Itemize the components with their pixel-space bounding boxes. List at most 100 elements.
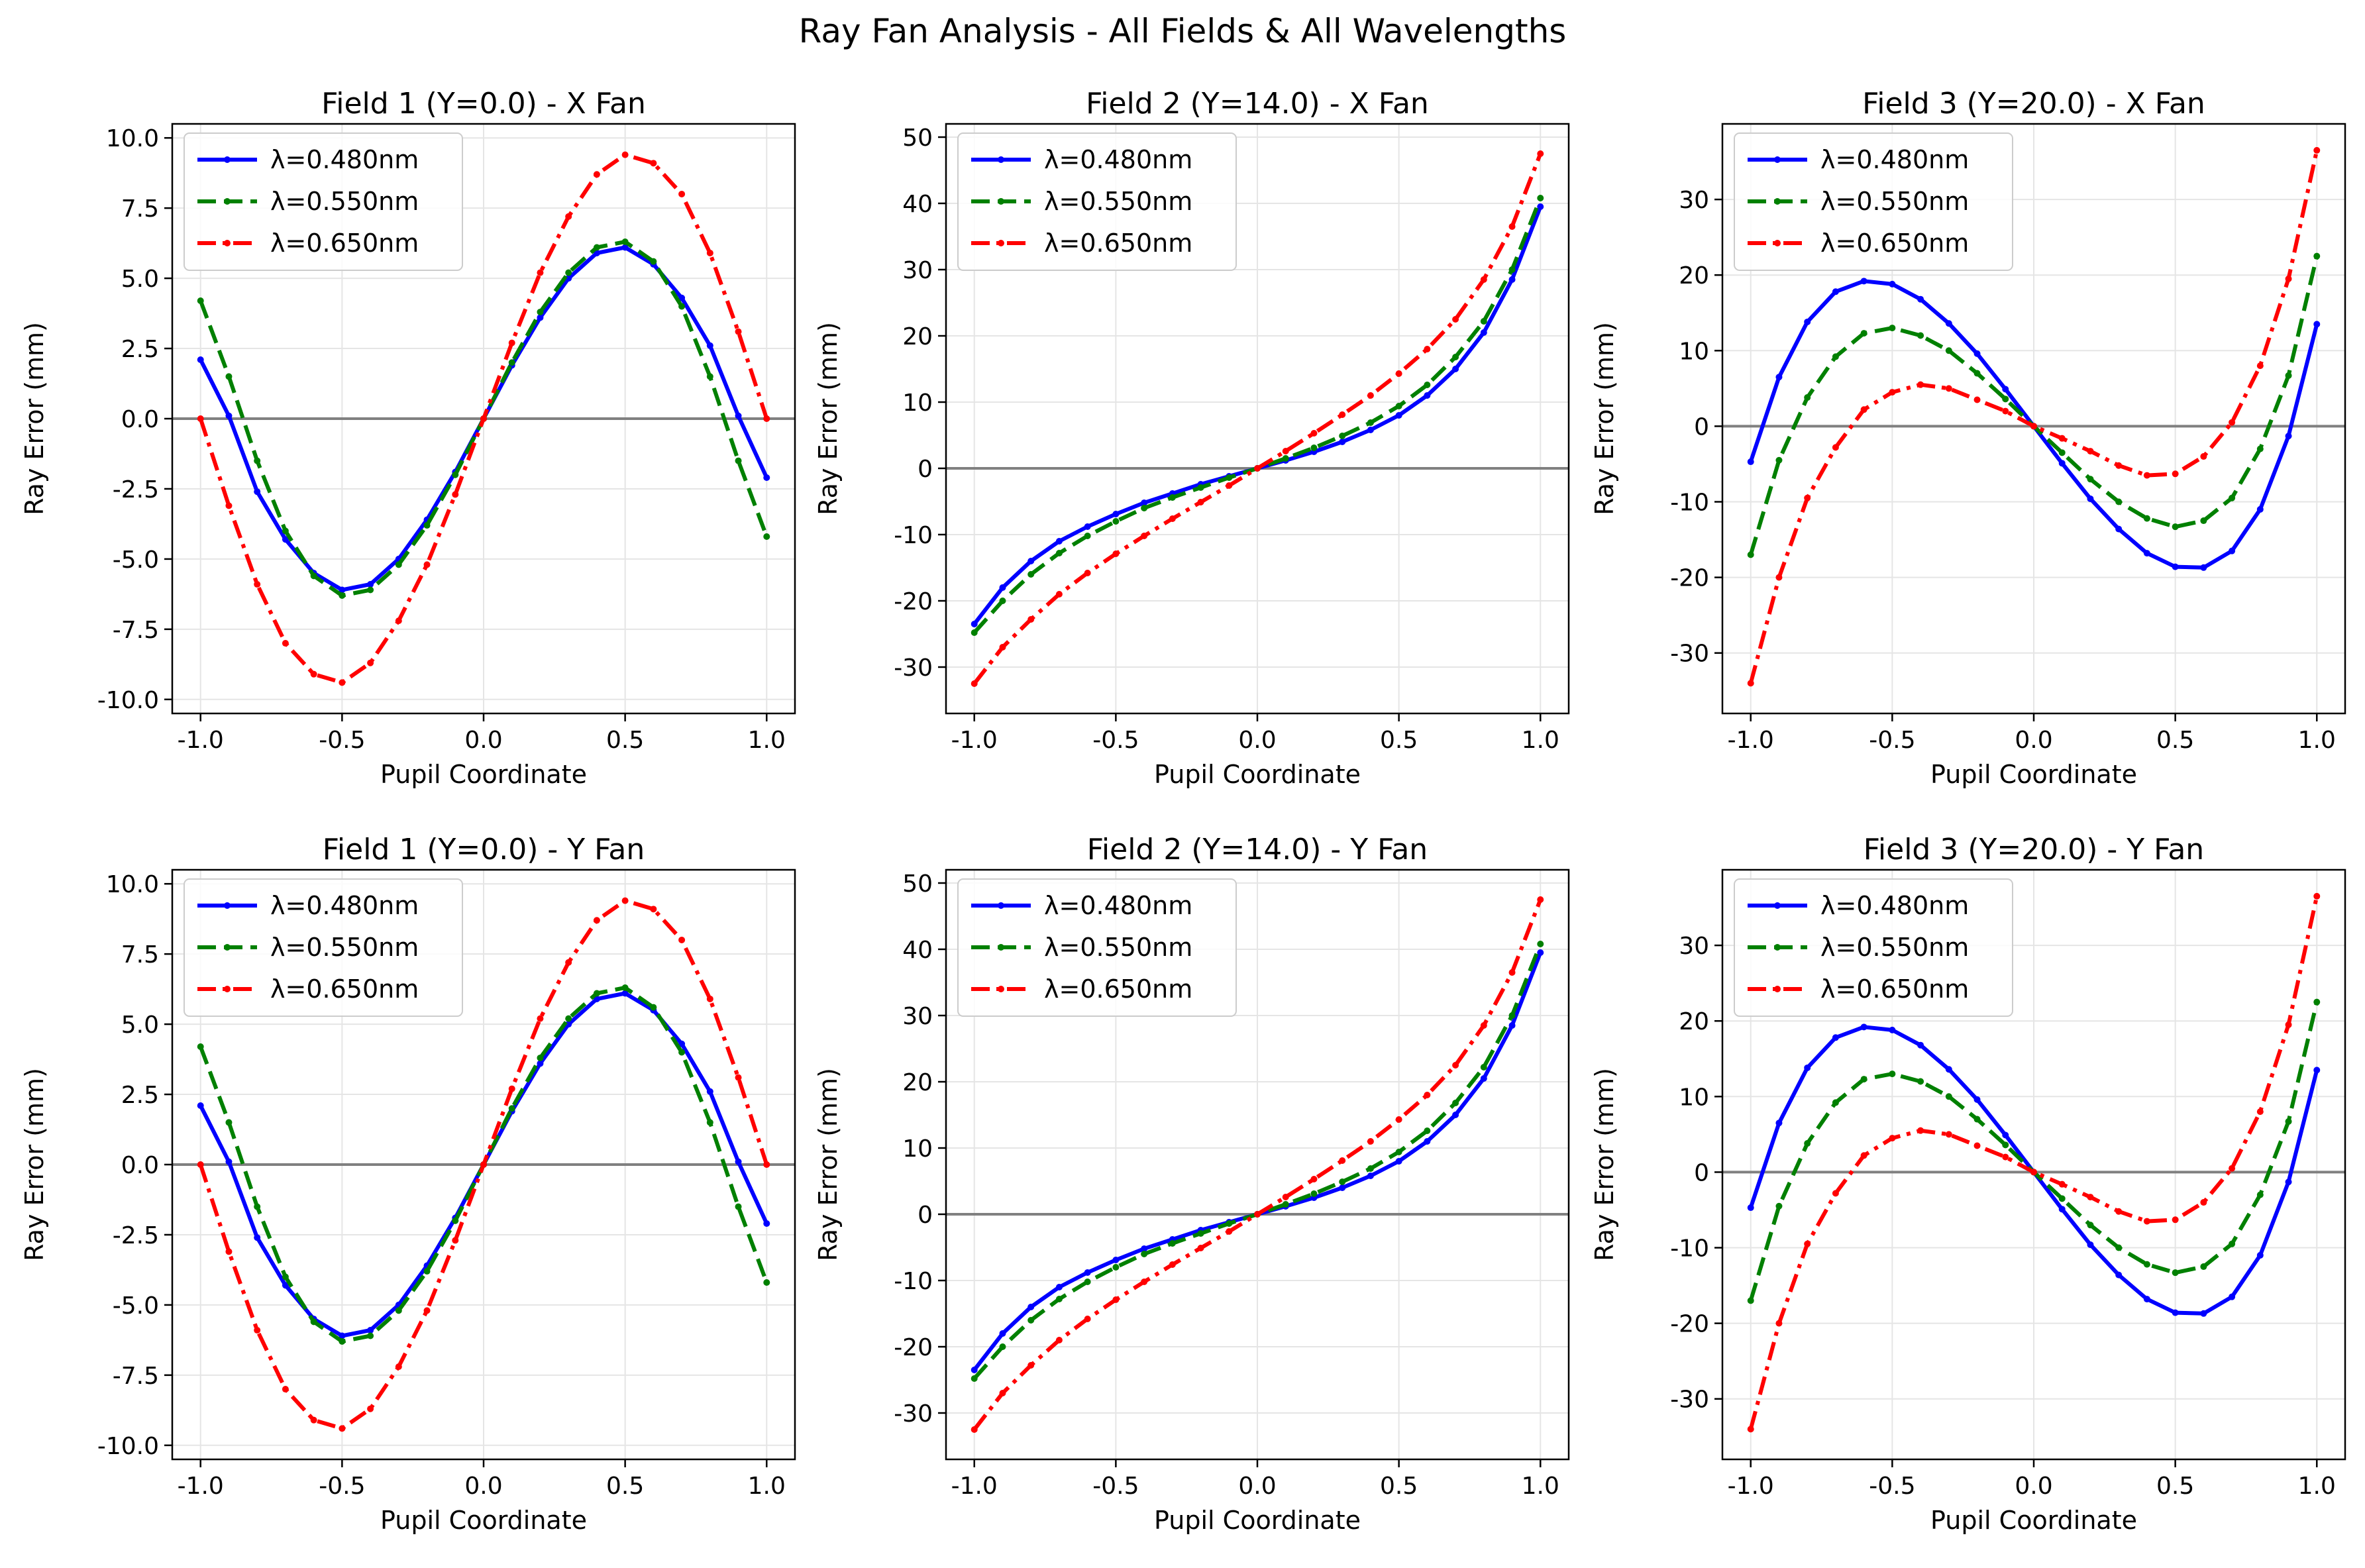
legend-marker xyxy=(1774,156,1781,163)
y-tick-label: 10 xyxy=(1679,338,1709,365)
data-point xyxy=(1055,538,1063,545)
data-point xyxy=(1537,949,1544,956)
data-point xyxy=(537,1054,544,1061)
data-point xyxy=(1973,1096,1981,1103)
data-point xyxy=(508,359,515,366)
data-point xyxy=(735,1074,742,1081)
legend-marker xyxy=(224,156,231,163)
data-point xyxy=(452,471,459,478)
data-point xyxy=(2285,433,2292,440)
data-point xyxy=(763,1161,770,1168)
legend-label: λ=0.650nm xyxy=(270,229,419,258)
data-point xyxy=(2200,564,2207,571)
x-axis-label: Pupil Coordinate xyxy=(380,1506,587,1535)
data-point xyxy=(1537,941,1544,947)
data-point xyxy=(678,1040,686,1047)
x-axis-label: Pupil Coordinate xyxy=(1154,1506,1361,1535)
data-point xyxy=(650,258,657,265)
data-point xyxy=(2058,1195,2066,1202)
data-point xyxy=(197,415,204,422)
data-point xyxy=(1027,571,1035,578)
y-tick-label: -20 xyxy=(1670,1311,1709,1338)
data-point xyxy=(1775,574,1783,581)
data-point xyxy=(1424,346,1431,352)
data-point xyxy=(1226,482,1233,489)
data-point xyxy=(1508,969,1516,976)
data-point xyxy=(537,1060,544,1067)
data-point xyxy=(225,502,233,509)
x-tick-label: 0.0 xyxy=(1238,727,1276,754)
data-point xyxy=(2285,1178,2292,1186)
data-point xyxy=(1747,680,1754,687)
x-tick-label: -1.0 xyxy=(178,1473,224,1500)
y-tick-label: 20 xyxy=(1679,262,1709,289)
data-point xyxy=(1282,1201,1289,1208)
data-point xyxy=(1452,1112,1459,1118)
x-tick-label: -0.5 xyxy=(1092,727,1139,754)
legend-marker xyxy=(1774,944,1781,951)
data-point xyxy=(1197,499,1204,505)
data-point xyxy=(1197,1245,1204,1251)
data-point xyxy=(621,897,629,904)
x-tick-label: 1.0 xyxy=(748,1473,786,1500)
data-point xyxy=(1141,533,1148,539)
subplot-3: -1.0 -0.5 0.0 0.5 1.0 -30 -20 -10 0 10 20 30 Field 3… xyxy=(1590,87,2346,789)
data-point xyxy=(1424,1127,1431,1134)
data-point xyxy=(2002,386,2009,393)
data-point xyxy=(2256,1108,2264,1116)
data-point xyxy=(2002,407,2009,415)
legend-label: λ=0.550nm xyxy=(270,187,419,216)
legend-box xyxy=(1734,878,2013,1017)
data-point xyxy=(423,522,431,529)
y-tick-label: 7.5 xyxy=(121,195,159,223)
y-tick-label: 7.5 xyxy=(121,941,159,968)
x-tick-label: 1.0 xyxy=(1522,1473,1559,1500)
x-tick-label: -0.5 xyxy=(1092,1473,1139,1500)
data-point xyxy=(1860,330,1867,337)
data-point xyxy=(2002,395,2009,403)
y-tick-label: 10.0 xyxy=(106,871,159,898)
x-axis-label: Pupil Coordinate xyxy=(1154,760,1361,789)
data-point xyxy=(2143,550,2150,557)
data-point xyxy=(1339,439,1346,445)
data-point xyxy=(2115,1244,2123,1251)
data-point xyxy=(225,412,233,419)
data-point xyxy=(282,1282,289,1289)
legend-label: λ=0.550nm xyxy=(1044,933,1192,962)
data-point xyxy=(1775,1120,1783,1127)
data-point xyxy=(763,533,770,540)
data-point xyxy=(1860,1023,1867,1031)
legend-marker xyxy=(1774,902,1781,909)
data-point xyxy=(1480,318,1487,325)
data-point xyxy=(565,1021,572,1028)
data-point xyxy=(1395,412,1402,419)
data-point xyxy=(1747,1426,1754,1433)
data-point xyxy=(310,572,317,580)
x-tick-label: -1.0 xyxy=(951,727,998,754)
data-point xyxy=(1747,551,1754,558)
data-point xyxy=(537,1015,544,1022)
data-point xyxy=(1112,511,1120,517)
y-tick-label: 30 xyxy=(902,1003,933,1030)
data-point xyxy=(735,1158,742,1165)
data-point xyxy=(1832,1034,1839,1041)
data-point xyxy=(1832,1190,1839,1197)
data-point xyxy=(2143,515,2150,522)
data-point xyxy=(1112,1296,1120,1303)
data-point xyxy=(2058,449,2066,456)
data-point xyxy=(452,1217,459,1224)
data-point xyxy=(2200,1310,2207,1317)
data-point xyxy=(282,527,289,535)
data-point xyxy=(1027,1304,1035,1310)
legend-marker xyxy=(1774,986,1781,992)
y-tick-label: -10 xyxy=(894,522,933,549)
data-point xyxy=(1254,465,1261,472)
legend-box xyxy=(1734,132,2013,271)
data-point xyxy=(197,1161,204,1168)
data-point xyxy=(706,373,713,380)
x-tick-label: 0.0 xyxy=(464,727,502,754)
legend-marker xyxy=(224,944,231,951)
data-point xyxy=(2087,1194,2094,1201)
data-point xyxy=(508,339,515,346)
